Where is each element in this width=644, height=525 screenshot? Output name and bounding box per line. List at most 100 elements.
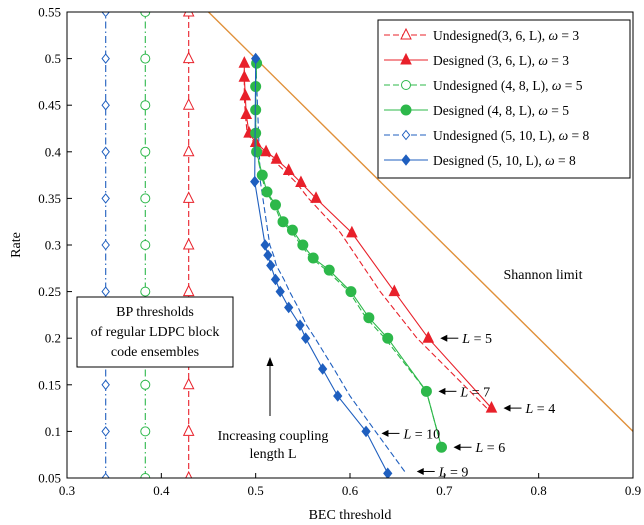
y-tick-label-3: 0.2 xyxy=(45,331,61,346)
x-tick-label-4: 0.7 xyxy=(436,483,453,498)
increasing-line-1: length L xyxy=(249,447,296,462)
x-tick-label-5: 0.8 xyxy=(531,483,547,498)
series-3-point-13 xyxy=(251,146,263,158)
series-0-point-10 xyxy=(182,12,195,17)
series-3-point-4 xyxy=(345,286,357,298)
series-2 xyxy=(140,12,151,478)
series-5-point-0 xyxy=(383,467,393,478)
L-arrowhead-3 xyxy=(381,429,389,437)
line-0 xyxy=(208,12,633,432)
y-axis-label: Rate xyxy=(9,232,24,258)
series-1-point-3 xyxy=(346,225,358,238)
legend-marker-0 xyxy=(400,27,412,40)
series-4-point-5 xyxy=(101,239,110,251)
series-3-point-2 xyxy=(382,332,394,344)
series-4-point-7 xyxy=(101,146,110,158)
y-tick-label-10: 0.55 xyxy=(38,5,61,20)
plot-area xyxy=(101,12,633,478)
series-0-point-8 xyxy=(182,98,195,110)
series-5-point-5 xyxy=(295,319,305,331)
series-3-point-12 xyxy=(256,169,268,181)
bp-box-line-2: code ensembles xyxy=(111,345,199,360)
series-2-point-0 xyxy=(140,473,151,478)
series-5-point-11 xyxy=(260,239,270,251)
series-5-point-2 xyxy=(333,390,343,402)
series-5-point-10 xyxy=(263,249,273,262)
y-tick-label-2: 0.15 xyxy=(38,377,61,392)
y-tick-label-4: 0.25 xyxy=(38,284,61,299)
series-1-point-11 xyxy=(240,107,253,120)
series-3-point-0 xyxy=(436,441,448,453)
line-3 xyxy=(243,63,488,409)
y-tick-label-1: 0.1 xyxy=(45,424,61,439)
L-label-0: L = 5 xyxy=(461,332,492,347)
series-4-point-10 xyxy=(101,12,110,18)
legend-marker-1 xyxy=(400,52,412,65)
series-1-point-8 xyxy=(260,144,272,157)
shannon-label: Shannon limit xyxy=(504,268,583,283)
legend-label-1: Designed (3, 6, L), ω = 3 xyxy=(433,53,569,68)
L-label-2: L = 4 xyxy=(525,402,556,417)
x-tick-label-1: 0.4 xyxy=(153,483,170,498)
series-5-point-3 xyxy=(318,363,328,375)
legend-label-3: Designed (4, 8, L), ω = 5 xyxy=(433,103,569,118)
L-arrowhead-1 xyxy=(438,387,446,395)
series-0-point-1 xyxy=(182,424,195,436)
series-4-point-6 xyxy=(101,193,110,204)
axes: 0.3 0.4 0.5 0.6 0.7 0.8 0.9 0.05 0.1 0.15 0.2 0.25 0… xyxy=(9,5,641,524)
x-axis-label: BEC threshold xyxy=(309,508,392,523)
series-1-point-6 xyxy=(282,163,295,175)
y-tick-label-8: 0.45 xyxy=(38,98,61,113)
L-label-1: L = 7 xyxy=(459,385,490,400)
legend-marker-3 xyxy=(400,104,412,116)
series-2-point-10 xyxy=(140,12,151,17)
x-tick-label-3: 0.6 xyxy=(342,483,359,498)
series-1-point-14 xyxy=(238,56,251,68)
series-0-point-5 xyxy=(182,237,195,250)
increasing-line-0: Increasing coupling xyxy=(218,429,329,444)
series-2-point-6 xyxy=(140,193,151,204)
y-tick-label-5: 0.3 xyxy=(45,238,61,253)
legend-label-5: Designed (5, 10, L), ω = 8 xyxy=(433,153,576,168)
y-tick-label-9: 0.5 xyxy=(45,51,61,66)
series-5 xyxy=(250,52,393,478)
series-2-point-9 xyxy=(140,53,151,64)
series-5-point-9 xyxy=(266,259,276,272)
y-tick-label-6: 0.35 xyxy=(38,191,61,206)
legend-label-4: Undesigned (5, 10, L), ω = 8 xyxy=(433,128,590,143)
series-5-point-12 xyxy=(250,175,260,188)
series-2-point-7 xyxy=(140,146,151,157)
series-3-point-10 xyxy=(269,199,281,211)
series-2-point-1 xyxy=(140,426,151,437)
series-3-point-8 xyxy=(286,224,298,236)
series-4-point-0 xyxy=(101,472,110,478)
data-layer xyxy=(101,12,633,478)
series-1-point-4 xyxy=(310,191,322,203)
L-label-4: L = 6 xyxy=(475,441,506,456)
line-1 xyxy=(255,58,406,472)
legend-label-2: Undesigned (4, 8, L), ω = 5 xyxy=(433,78,583,93)
series-0 xyxy=(182,12,195,478)
series-1-point-2 xyxy=(388,284,401,297)
x-tick-label-6: 0.9 xyxy=(625,483,641,498)
series-2-point-2 xyxy=(140,379,151,390)
series-4 xyxy=(101,12,110,478)
series-0-point-4 xyxy=(182,284,195,297)
series-4-point-2 xyxy=(101,379,110,391)
series-2-point-8 xyxy=(140,100,151,111)
legend: Undesigned(3, 6, L), ω = 3 Designed (3, 6… xyxy=(377,19,631,179)
bp-box xyxy=(76,296,234,368)
y-tick-label-0: 0.05 xyxy=(38,471,61,486)
legend-box xyxy=(377,19,631,179)
series-3-point-1 xyxy=(420,385,432,397)
y-tick-label-7: 0.4 xyxy=(45,144,62,159)
bp-box-line-1: of regular LDPC block xyxy=(91,325,220,340)
L-arrowhead-0 xyxy=(440,334,448,342)
series-3-point-9 xyxy=(277,216,289,228)
L-arrowhead-5 xyxy=(416,467,424,475)
series-0-point-7 xyxy=(182,144,195,157)
L-label-3: L = 10 xyxy=(402,427,440,442)
x-tick-label-0: 0.3 xyxy=(59,483,75,498)
legend-marker-2 xyxy=(401,80,411,90)
